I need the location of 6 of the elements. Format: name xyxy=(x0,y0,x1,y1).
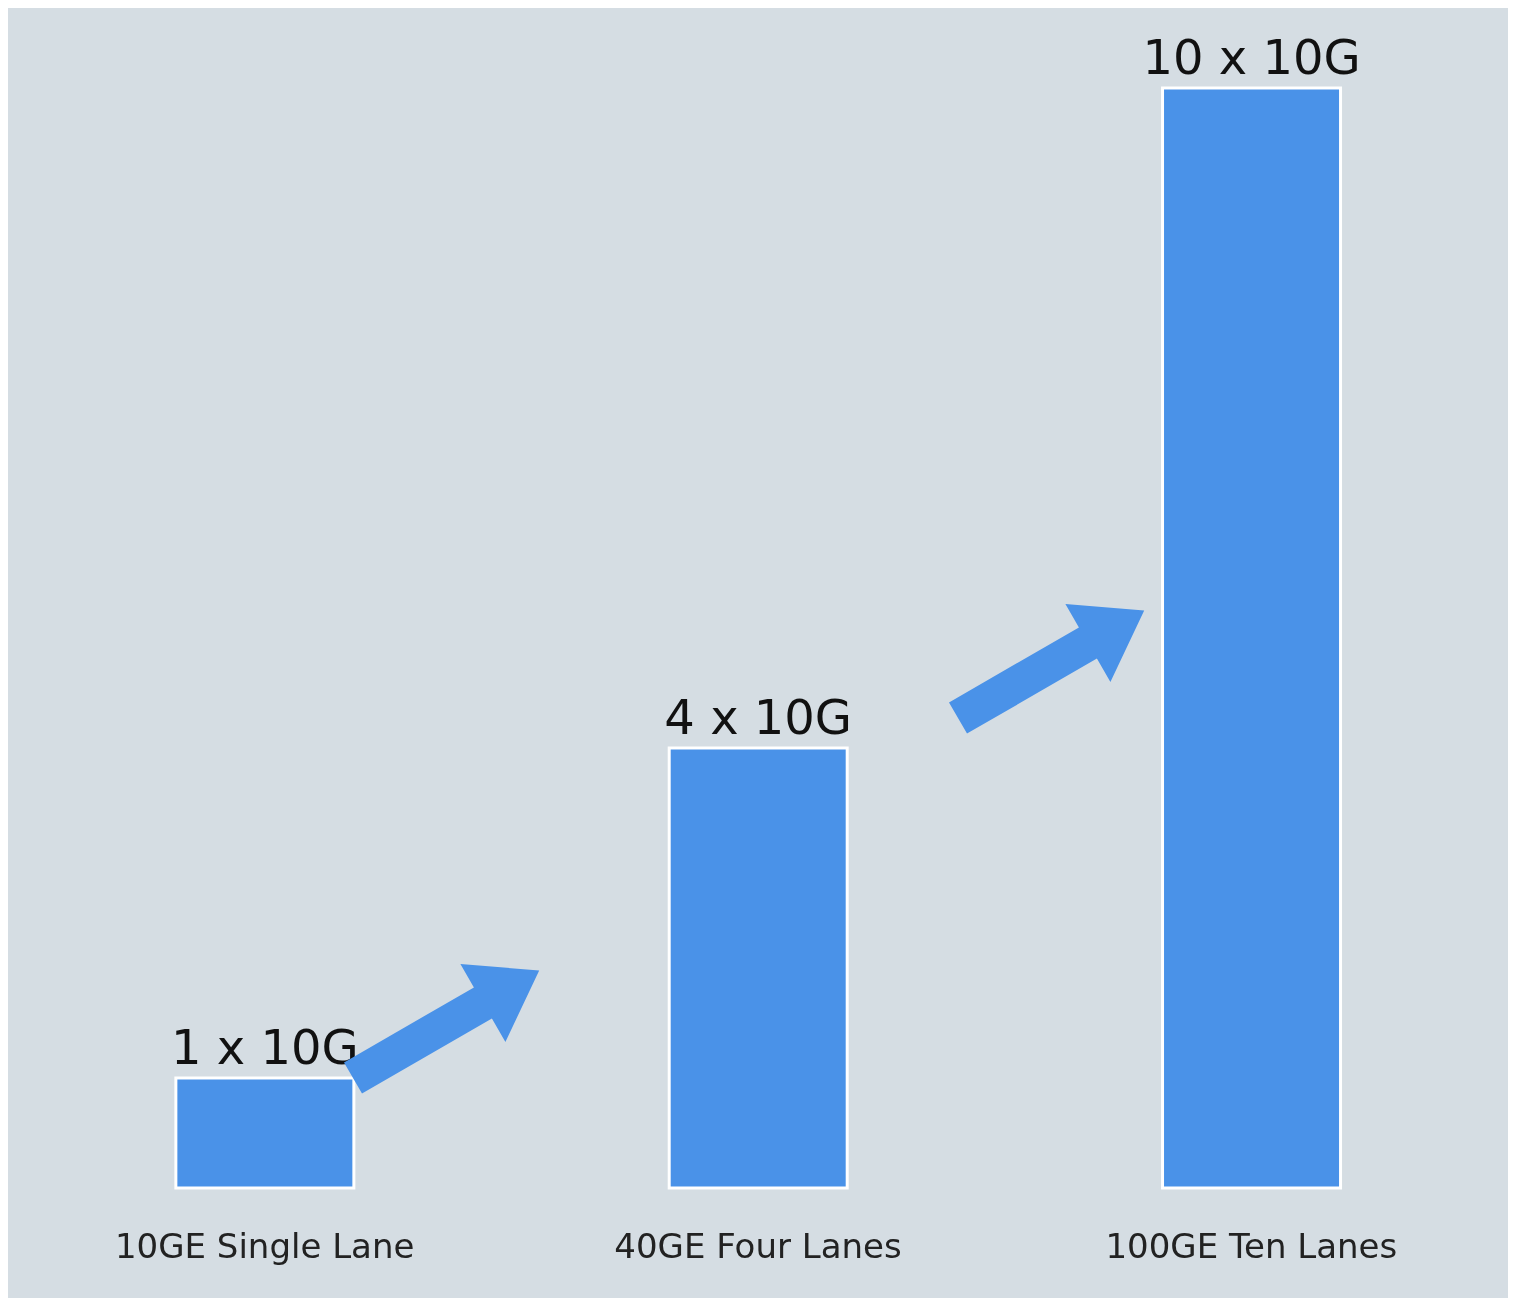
x-tick-label: 10GE Single Lane xyxy=(114,1226,415,1267)
x-tick-label: 100GE Ten Lanes xyxy=(1105,1226,1398,1267)
x-tick-label: 40GE Four Lanes xyxy=(614,1226,902,1267)
data-label: 10 x 10G xyxy=(1142,29,1361,85)
data-label: 4 x 10G xyxy=(664,689,853,745)
data-label: 1 x 10G xyxy=(171,1019,359,1075)
